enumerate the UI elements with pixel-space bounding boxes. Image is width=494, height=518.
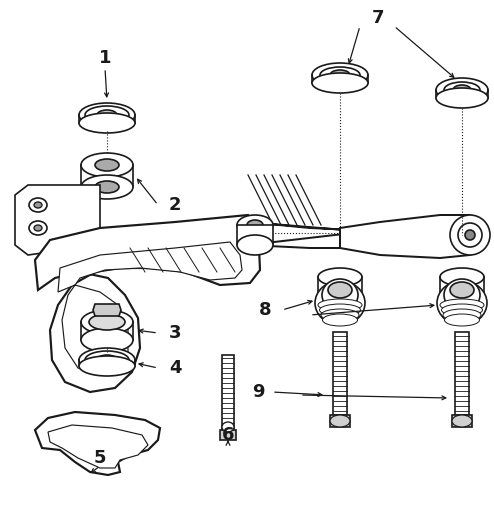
- Ellipse shape: [453, 85, 471, 95]
- Ellipse shape: [444, 82, 480, 98]
- Polygon shape: [340, 215, 480, 258]
- Ellipse shape: [237, 215, 273, 235]
- Bar: [333, 332, 347, 415]
- Ellipse shape: [452, 415, 472, 427]
- Ellipse shape: [95, 159, 119, 171]
- Ellipse shape: [321, 309, 359, 321]
- Ellipse shape: [328, 282, 352, 298]
- Ellipse shape: [437, 281, 487, 325]
- Ellipse shape: [85, 106, 129, 124]
- Ellipse shape: [97, 110, 117, 120]
- Text: 7: 7: [372, 9, 384, 27]
- Ellipse shape: [247, 220, 263, 230]
- Ellipse shape: [89, 314, 125, 330]
- Polygon shape: [48, 425, 148, 468]
- Ellipse shape: [237, 235, 273, 255]
- Bar: [222, 355, 234, 430]
- Bar: [237, 225, 273, 245]
- Bar: [330, 415, 350, 427]
- Ellipse shape: [312, 63, 368, 87]
- Polygon shape: [93, 304, 121, 316]
- Polygon shape: [248, 220, 465, 248]
- Ellipse shape: [79, 103, 135, 127]
- Ellipse shape: [79, 348, 135, 372]
- Ellipse shape: [323, 314, 358, 326]
- Ellipse shape: [318, 299, 362, 311]
- Polygon shape: [35, 215, 260, 392]
- Text: 3: 3: [169, 324, 181, 342]
- Bar: [220, 430, 236, 440]
- Ellipse shape: [436, 88, 488, 108]
- Ellipse shape: [81, 175, 133, 199]
- Ellipse shape: [34, 225, 42, 231]
- Polygon shape: [15, 185, 100, 255]
- Text: 5: 5: [94, 449, 106, 467]
- Ellipse shape: [322, 279, 358, 311]
- Ellipse shape: [81, 153, 133, 177]
- Ellipse shape: [320, 304, 361, 316]
- Ellipse shape: [330, 415, 350, 427]
- Ellipse shape: [320, 67, 360, 83]
- Ellipse shape: [440, 299, 484, 311]
- Ellipse shape: [95, 181, 119, 193]
- Ellipse shape: [315, 281, 365, 325]
- Text: 8: 8: [259, 301, 271, 319]
- Ellipse shape: [222, 422, 234, 432]
- Ellipse shape: [450, 282, 474, 298]
- Ellipse shape: [445, 314, 480, 326]
- Ellipse shape: [81, 310, 133, 334]
- Ellipse shape: [436, 78, 488, 102]
- Ellipse shape: [79, 356, 135, 376]
- Bar: [452, 415, 472, 427]
- Ellipse shape: [29, 221, 47, 235]
- Ellipse shape: [81, 328, 133, 352]
- Text: 4: 4: [169, 359, 181, 377]
- Text: 6: 6: [222, 426, 234, 444]
- Ellipse shape: [85, 351, 129, 369]
- Ellipse shape: [450, 215, 490, 255]
- Ellipse shape: [444, 279, 480, 311]
- Ellipse shape: [443, 309, 481, 321]
- Ellipse shape: [458, 223, 482, 247]
- Ellipse shape: [97, 355, 117, 365]
- Ellipse shape: [330, 70, 350, 80]
- Ellipse shape: [34, 202, 42, 208]
- Bar: [455, 332, 469, 415]
- Ellipse shape: [29, 198, 47, 212]
- Ellipse shape: [465, 230, 475, 240]
- Ellipse shape: [440, 268, 484, 286]
- Text: 1: 1: [99, 49, 111, 67]
- Text: 2: 2: [169, 196, 181, 214]
- Polygon shape: [35, 412, 160, 475]
- Ellipse shape: [312, 73, 368, 93]
- Polygon shape: [58, 242, 242, 375]
- Ellipse shape: [442, 304, 483, 316]
- Ellipse shape: [318, 268, 362, 286]
- Text: 9: 9: [252, 383, 264, 401]
- Ellipse shape: [79, 113, 135, 133]
